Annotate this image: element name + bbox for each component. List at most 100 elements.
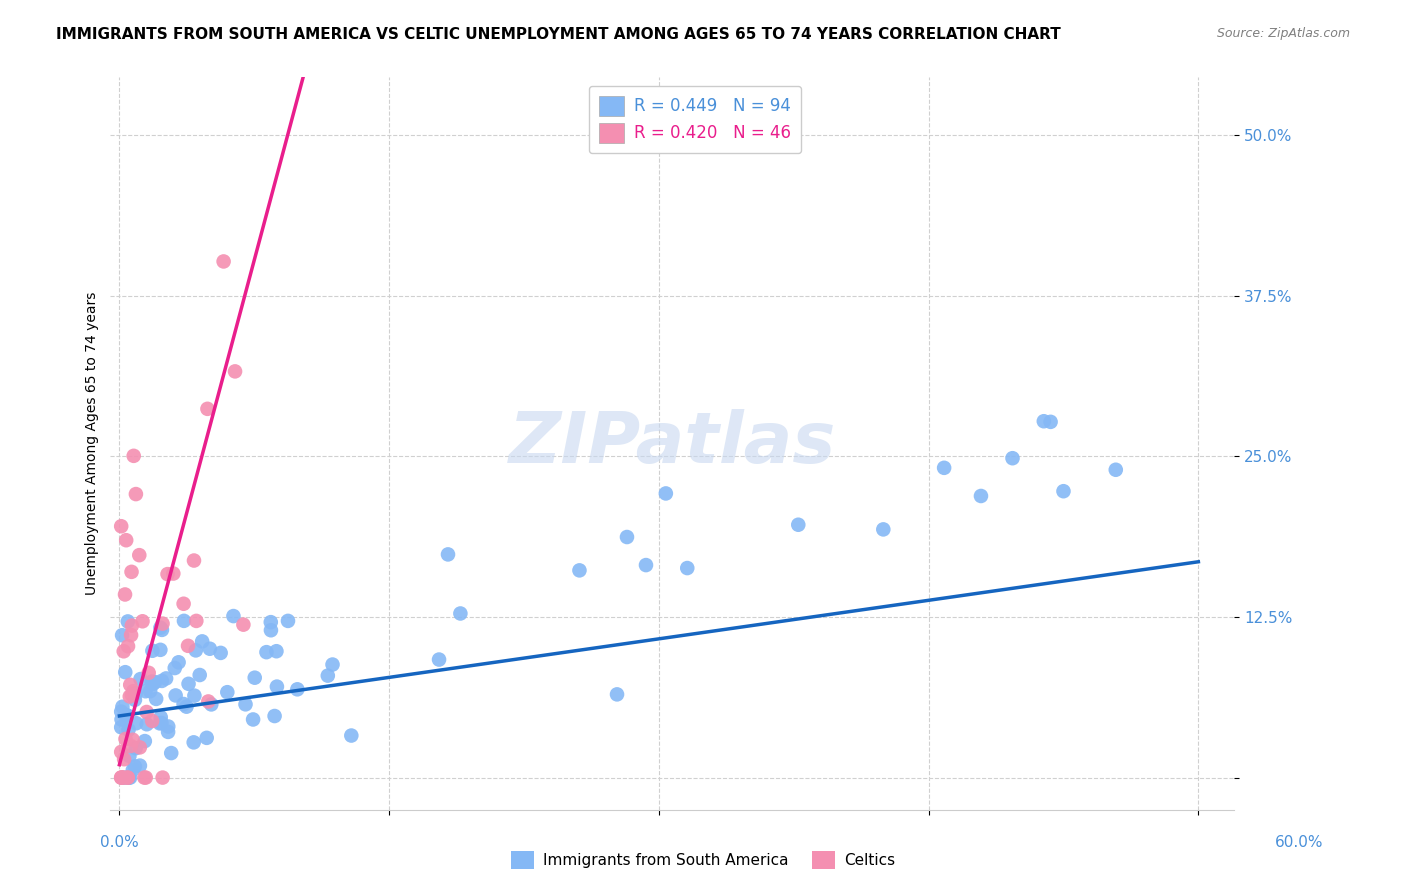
Point xyxy=(115,708,138,723)
Point xyxy=(131,615,153,629)
Point xyxy=(655,486,678,500)
Point xyxy=(141,674,163,689)
Point xyxy=(340,729,363,743)
Point xyxy=(121,688,143,702)
Point xyxy=(110,720,132,734)
Point xyxy=(134,734,156,748)
Point xyxy=(177,639,200,653)
Point xyxy=(427,652,450,666)
Point xyxy=(141,714,163,728)
Text: 60.0%: 60.0% xyxy=(1275,836,1323,850)
Point xyxy=(117,771,139,785)
Point xyxy=(141,644,163,658)
Point xyxy=(112,644,135,658)
Text: 0.0%: 0.0% xyxy=(100,836,139,850)
Point xyxy=(110,713,132,727)
Legend: R = 0.449   N = 94, R = 0.420   N = 46: R = 0.449 N = 94, R = 0.420 N = 46 xyxy=(589,86,801,153)
Point xyxy=(676,561,699,575)
Point xyxy=(200,698,222,712)
Point xyxy=(115,533,138,548)
Point xyxy=(787,517,810,532)
Text: ZIPatlas: ZIPatlas xyxy=(509,409,837,478)
Point xyxy=(121,565,143,579)
Point xyxy=(177,677,200,691)
Point xyxy=(117,639,139,653)
Point xyxy=(135,705,157,719)
Point xyxy=(209,646,232,660)
Point xyxy=(138,665,160,680)
Point xyxy=(117,615,139,629)
Point xyxy=(197,401,219,416)
Point xyxy=(112,771,135,785)
Point xyxy=(128,548,150,562)
Point xyxy=(121,732,143,747)
Point xyxy=(125,686,148,700)
Point xyxy=(150,623,173,637)
Point xyxy=(129,672,152,686)
Point xyxy=(117,771,139,785)
Point xyxy=(117,723,139,737)
Point xyxy=(152,616,174,631)
Point xyxy=(437,548,460,562)
Point xyxy=(157,725,180,739)
Point xyxy=(110,771,132,785)
Point xyxy=(120,739,142,753)
Point xyxy=(224,364,246,378)
Point xyxy=(120,771,142,785)
Point xyxy=(111,699,134,714)
Point xyxy=(120,628,142,642)
Point xyxy=(222,609,245,624)
Point xyxy=(157,719,180,733)
Point xyxy=(115,708,138,723)
Point xyxy=(122,449,145,463)
Point xyxy=(143,675,166,690)
Point xyxy=(118,749,141,764)
Point xyxy=(125,716,148,731)
Point xyxy=(152,771,174,785)
Point xyxy=(243,671,266,685)
Point xyxy=(263,709,285,723)
Point xyxy=(150,673,173,688)
Point xyxy=(135,771,157,785)
Point xyxy=(256,645,278,659)
Point xyxy=(266,680,288,694)
Point xyxy=(155,672,177,686)
Point xyxy=(135,717,157,731)
Y-axis label: Unemployment Among Ages 65 to 74 years: Unemployment Among Ages 65 to 74 years xyxy=(86,292,100,595)
Point xyxy=(110,771,132,785)
Point xyxy=(1052,484,1074,499)
Point xyxy=(1039,415,1062,429)
Point xyxy=(970,489,993,503)
Point xyxy=(195,731,218,745)
Point xyxy=(266,644,288,658)
Point xyxy=(129,758,152,772)
Text: IMMIGRANTS FROM SOUTH AMERICA VS CELTIC UNEMPLOYMENT AMONG AGES 65 TO 74 YEARS C: IMMIGRANTS FROM SOUTH AMERICA VS CELTIC … xyxy=(56,27,1062,42)
Point xyxy=(932,460,955,475)
Point xyxy=(110,745,132,759)
Point xyxy=(1032,414,1054,428)
Point xyxy=(260,624,283,638)
Point xyxy=(134,771,156,785)
Point xyxy=(114,587,136,601)
Point xyxy=(872,522,894,536)
Point xyxy=(183,689,205,703)
Point xyxy=(121,763,143,777)
Point xyxy=(118,690,141,704)
Point xyxy=(125,487,148,501)
Point xyxy=(1105,463,1128,477)
Text: Source: ZipAtlas.com: Source: ZipAtlas.com xyxy=(1216,27,1350,40)
Point xyxy=(285,682,308,697)
Point xyxy=(110,519,132,533)
Point xyxy=(322,657,344,672)
Point xyxy=(212,254,235,268)
Point xyxy=(183,553,205,567)
Point xyxy=(188,668,211,682)
Point xyxy=(165,689,187,703)
Point xyxy=(173,614,195,628)
Point xyxy=(606,687,628,701)
Point xyxy=(149,621,172,635)
Point xyxy=(198,641,221,656)
Point xyxy=(125,741,148,756)
Point xyxy=(112,752,135,766)
Point xyxy=(117,771,139,785)
